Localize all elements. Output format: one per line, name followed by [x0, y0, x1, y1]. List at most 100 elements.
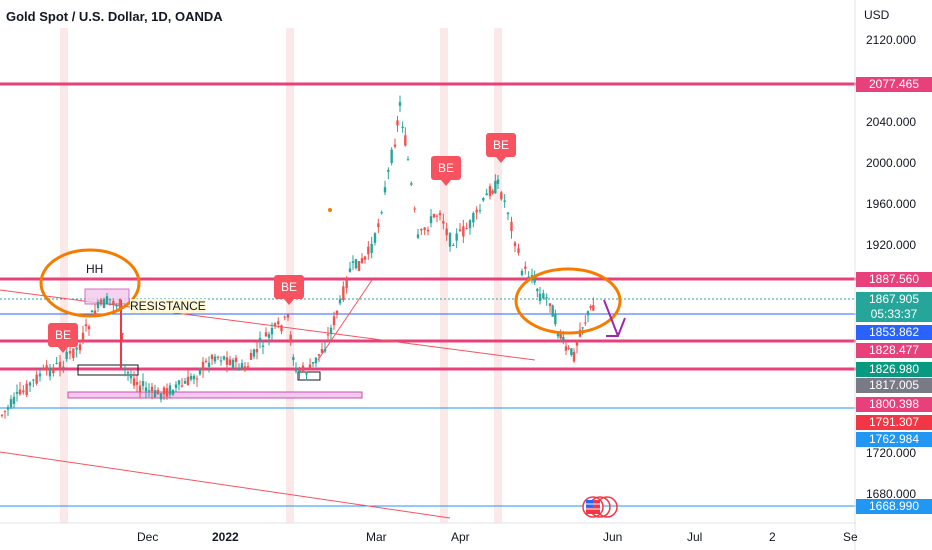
orange-dot	[328, 208, 332, 212]
price-badge: 2077.465	[856, 77, 932, 92]
candle-body	[367, 246, 370, 255]
candle-body	[174, 384, 178, 388]
candle-body	[90, 310, 94, 313]
candle-body	[156, 389, 160, 395]
candle-body	[222, 356, 226, 360]
candle-body	[189, 375, 193, 380]
candle-body	[198, 368, 202, 375]
candle-body	[592, 305, 595, 311]
candle-body	[426, 229, 430, 232]
candle-body	[586, 311, 590, 316]
time-label: 2022	[212, 530, 239, 544]
candle-body	[432, 213, 436, 218]
candle-body	[326, 334, 330, 336]
candle-body	[564, 346, 568, 351]
candle-body	[280, 325, 283, 332]
candle-body	[255, 349, 259, 353]
candle-body	[401, 126, 404, 129]
candle-body	[55, 362, 58, 364]
us-flag-icon[interactable]	[582, 496, 618, 518]
candle-body	[216, 356, 220, 358]
candle-body	[575, 342, 579, 346]
candle-body	[112, 300, 115, 306]
candle-body	[9, 399, 13, 408]
hh-highlight-ellipse	[39, 248, 141, 318]
candle-body	[129, 375, 133, 379]
time-label: Mar	[366, 530, 387, 544]
time-label: Se	[843, 530, 858, 544]
candle-body	[108, 298, 112, 300]
candle-body	[423, 227, 426, 231]
be-signal-marker[interactable]: BE	[486, 133, 516, 163]
candle-body	[301, 365, 305, 371]
candle-body	[93, 310, 97, 315]
candle-body	[231, 359, 235, 368]
candle-body	[478, 210, 482, 212]
candle-body	[12, 396, 16, 405]
candle-body	[320, 349, 324, 353]
candle-body	[68, 351, 72, 354]
candle-body	[413, 208, 416, 210]
candle-body	[28, 382, 32, 386]
candle-body	[305, 373, 308, 375]
candle-body	[410, 183, 413, 185]
candle-body	[458, 229, 462, 231]
candle-body	[42, 368, 45, 370]
candle-body	[102, 298, 106, 309]
candle-body	[261, 345, 265, 347]
candle-body	[332, 316, 336, 326]
candle-body	[556, 333, 560, 337]
candle-body	[84, 324, 88, 327]
candle-body	[506, 212, 510, 215]
candle-body	[237, 367, 241, 371]
candle-body	[292, 357, 295, 361]
candle-body	[25, 383, 28, 396]
countdown-badge: 05:33:37	[856, 307, 932, 322]
candle-body	[246, 366, 250, 368]
candle-body	[0, 414, 4, 416]
candle-body	[420, 228, 423, 231]
candle-body	[338, 299, 342, 304]
price-tick: 1960.000	[866, 197, 917, 211]
candle-body	[225, 357, 229, 365]
candle-body	[294, 368, 298, 372]
candle-body	[438, 212, 442, 216]
candle-body	[105, 296, 109, 304]
candle-body	[308, 364, 312, 370]
price-tick: 1680.000	[866, 487, 917, 501]
candle-body	[153, 390, 157, 398]
down-arrow-annotation	[603, 299, 626, 337]
price-badge: 1853.862	[856, 325, 932, 340]
candle-body	[387, 169, 390, 172]
be-signal-marker[interactable]: BE	[431, 156, 461, 186]
candle-body	[445, 228, 448, 236]
resistance-label: RESISTANCE	[130, 299, 206, 313]
candle-body	[177, 380, 181, 385]
candle-body	[62, 366, 65, 368]
price-badge: 1668.990	[856, 499, 932, 514]
candle-body	[390, 149, 393, 163]
candle-body	[192, 375, 196, 380]
be-signal-marker[interactable]: BE	[48, 323, 78, 353]
candle-body	[406, 159, 410, 161]
candle-body	[545, 297, 548, 299]
candle-body	[171, 389, 175, 395]
candle-body	[496, 179, 500, 184]
candle-body	[510, 221, 513, 232]
candle-body	[548, 303, 552, 307]
candle-body	[323, 349, 327, 352]
candle-body	[273, 323, 277, 327]
candle-body	[195, 378, 199, 380]
candle-body	[377, 223, 380, 227]
candle-body	[38, 373, 42, 377]
candle-body	[123, 368, 127, 370]
candle-body	[180, 385, 184, 387]
candle-body	[289, 334, 292, 342]
candle-body	[99, 299, 103, 304]
candle-body	[488, 186, 492, 197]
candle-body	[298, 370, 301, 374]
candle-body	[348, 268, 352, 272]
candle-body	[183, 381, 187, 384]
be-signal-marker[interactable]: BE	[274, 275, 304, 305]
